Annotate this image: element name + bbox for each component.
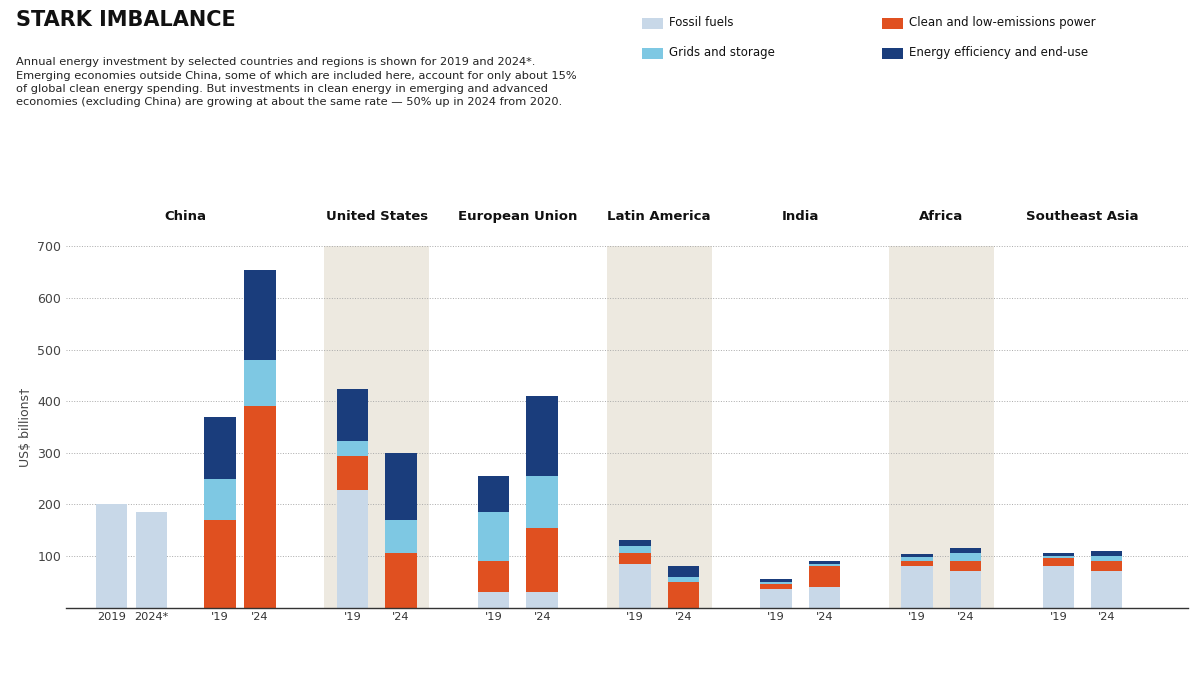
Bar [667,582,698,608]
Text: Annual energy investment by selected countries and regions is shown for 2019 and: Annual energy investment by selected cou… [16,57,576,107]
Bar [619,564,650,608]
Bar [761,585,792,589]
Bar [809,566,840,587]
Bar [385,554,416,608]
Bar [245,269,276,360]
Bar [1043,554,1074,556]
Bar [1043,566,1074,608]
Bar [1043,558,1074,566]
Bar [337,441,368,456]
Bar [337,389,368,441]
Bar [950,571,982,608]
Text: Grids and storage: Grids and storage [668,47,775,59]
Bar [901,566,932,608]
Bar [337,456,368,490]
Bar [1091,561,1122,571]
Bar [889,246,994,608]
Bar [337,490,368,608]
Text: Africa: Africa [919,210,964,223]
Bar [1091,571,1122,608]
Bar [667,566,698,576]
Text: Latin America: Latin America [607,210,710,223]
Bar [204,520,235,608]
Text: United States: United States [325,210,428,223]
Text: Fossil fuels: Fossil fuels [668,16,733,29]
Bar [761,579,792,582]
Bar [667,576,698,582]
Bar [385,520,416,554]
Bar [619,554,650,564]
Bar [478,476,509,512]
Bar [478,592,509,608]
Bar [619,541,650,545]
Bar [527,396,558,476]
Bar [527,592,558,608]
Bar [136,512,167,608]
Bar [901,554,932,557]
Bar [901,557,932,561]
Bar [204,416,235,479]
Text: China: China [164,210,206,223]
Bar [324,246,430,608]
Bar [607,246,712,608]
Text: India: India [781,210,818,223]
Bar [1043,556,1074,558]
Bar [950,561,982,571]
Bar [809,564,840,566]
Bar [245,406,276,608]
Bar [527,528,558,592]
Bar [1091,551,1122,556]
Bar [527,476,558,528]
Text: European Union: European Union [458,210,577,223]
Bar [478,512,509,561]
Bar [761,589,792,608]
Text: Southeast Asia: Southeast Asia [1026,210,1139,223]
Bar [950,554,982,561]
Bar [950,548,982,554]
Bar [809,561,840,564]
Bar [96,504,127,608]
Text: STARK IMBALANCE: STARK IMBALANCE [16,10,235,30]
Bar [761,582,792,585]
Bar [385,453,416,520]
Text: Clean and low-emissions power: Clean and low-emissions power [908,16,1096,29]
Bar [809,587,840,608]
Bar [619,545,650,554]
Bar [478,561,509,592]
Bar [901,561,932,566]
Y-axis label: US$ billions†: US$ billions† [18,387,31,466]
Bar [245,360,276,406]
Bar [204,479,235,520]
Text: Energy efficiency and end-use: Energy efficiency and end-use [908,47,1088,59]
Bar [1091,556,1122,561]
